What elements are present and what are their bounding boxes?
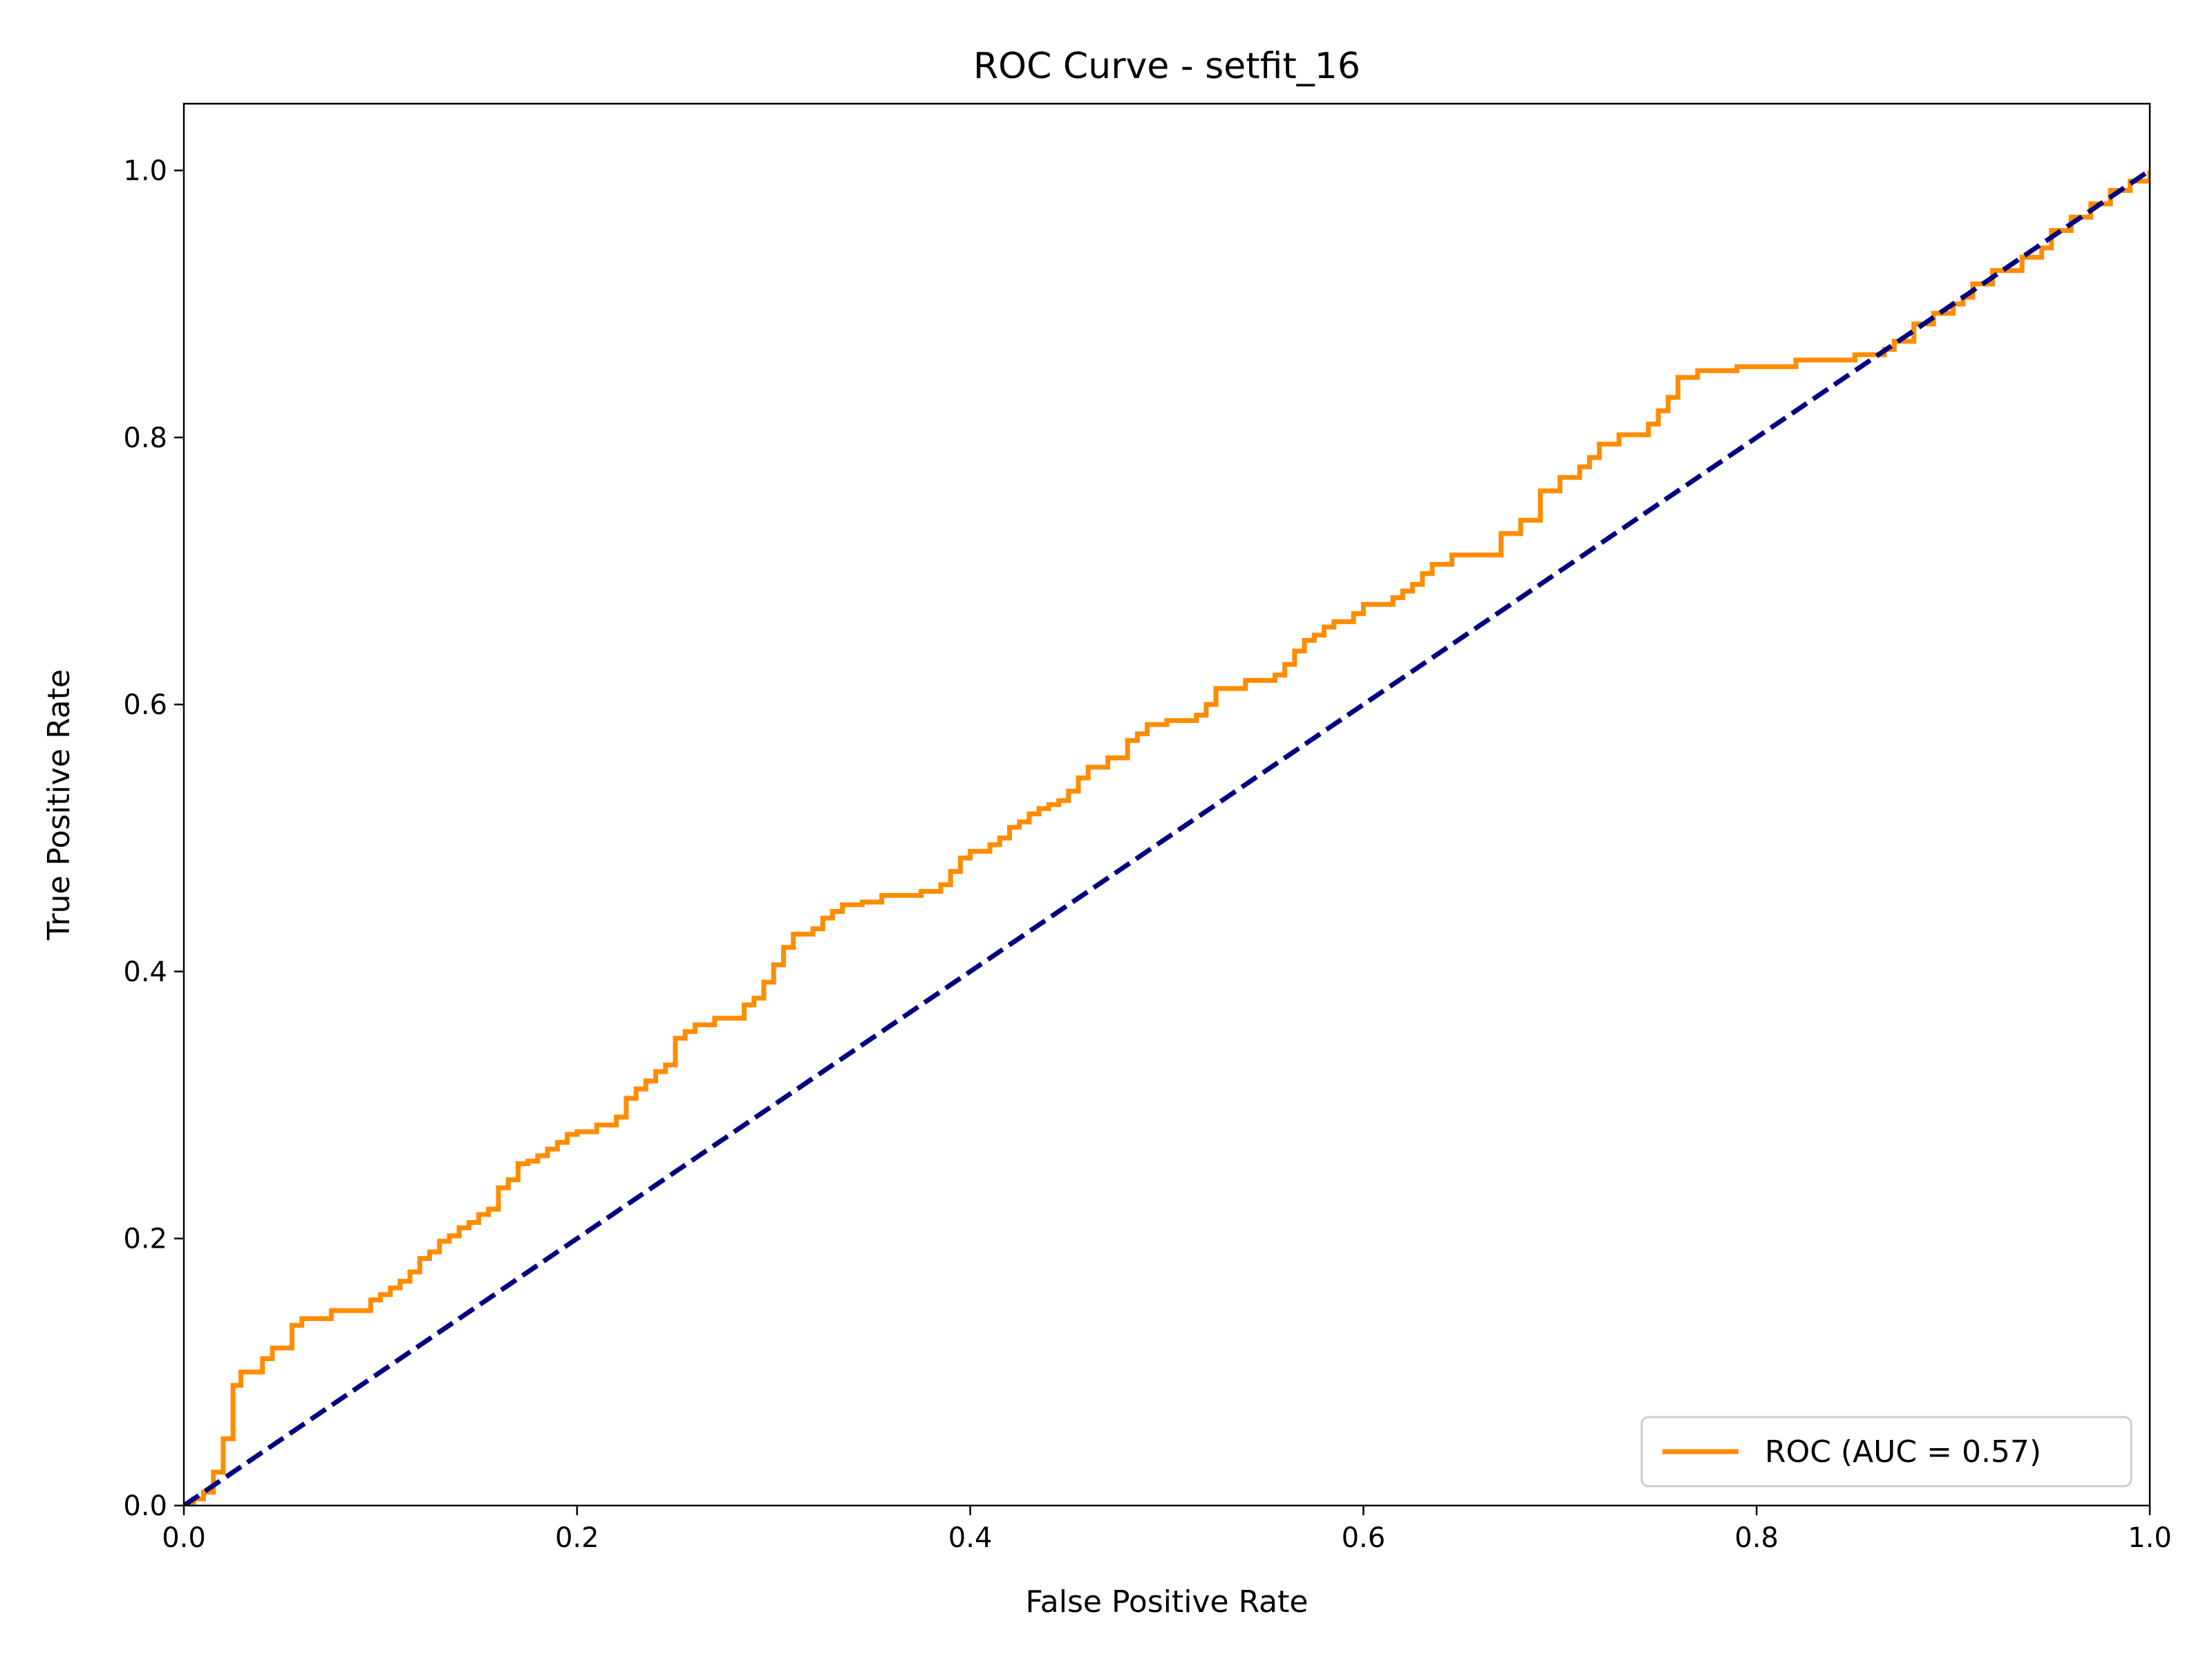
x-tick-label: 0.6 [1342, 1522, 1386, 1554]
y-tick-label: 1.0 [123, 156, 167, 187]
x-tick-label: 0.2 [555, 1522, 599, 1554]
y-tick-label: 0.2 [123, 1224, 167, 1255]
y-tick-label: 0.6 [123, 689, 167, 721]
plot-frame [182, 102, 2151, 1507]
legend: ROC (AUC = 0.57) [1640, 1416, 2133, 1488]
y-tick-label: 0.4 [123, 956, 167, 988]
plot-area [184, 168, 2150, 1506]
y-tick-label: 0.8 [123, 422, 167, 454]
x-axis-title: False Positive Rate [1026, 1584, 1309, 1620]
x-tick-label: 0.0 [162, 1522, 206, 1554]
y-tick-label: 0.0 [123, 1490, 167, 1522]
y-axis-title: True Positive Rate [41, 669, 77, 941]
axis-ticks: 0.0 0.2 0.4 0.6 0.8 1.0 0.0 0.2 0.4 0.6 0.8 1.0 [123, 156, 2171, 1554]
x-tick-label: 0.4 [948, 1522, 993, 1554]
x-tick-label: 1.0 [2128, 1522, 2172, 1554]
x-tick-label: 0.8 [1734, 1522, 1779, 1554]
roc-curve-line [184, 170, 2150, 1506]
diagonal-reference-line [184, 168, 2150, 1506]
chart-title: ROC Curve - setfit_16 [973, 46, 1360, 87]
legend-label-roc: ROC (AUC = 0.57) [1765, 1434, 2041, 1470]
legend-box [1640, 1416, 2133, 1488]
